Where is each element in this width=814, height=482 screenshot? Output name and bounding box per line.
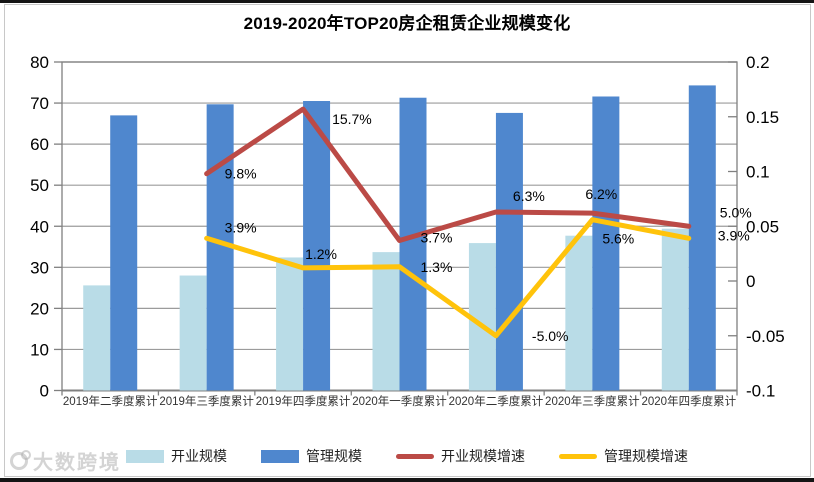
legend-item-open-growth: 开业规模增速 xyxy=(396,446,525,466)
watermark-text: 大数跨境 xyxy=(33,452,121,474)
data-label: 5.6% xyxy=(602,231,634,247)
data-label: 1.3% xyxy=(421,259,453,275)
bar xyxy=(495,112,523,391)
right-axis-tick-label: -0.05 xyxy=(746,327,785,346)
legend-swatch-open-growth xyxy=(396,453,434,459)
legend: 开业规模 管理规模 开业规模增速 管理规模增速 xyxy=(0,446,814,466)
right-axis-tick-label: 0.2 xyxy=(746,53,770,72)
legend-label: 开业规模 xyxy=(171,448,227,464)
data-label: 3.9% xyxy=(225,219,257,235)
bar xyxy=(399,97,427,391)
right-axis-tick-label: 0.05 xyxy=(746,217,779,236)
right-axis-tick-label: -0.1 xyxy=(746,382,775,401)
data-labels-open-growth: 9.8% 15.7% 3.7% 6.3% 6.2% 5.0% xyxy=(225,111,752,245)
left-axis-tick-label: 10 xyxy=(30,340,49,359)
legend-label: 开业规模增速 xyxy=(441,448,525,464)
legend-swatch-management-growth xyxy=(559,453,597,459)
watermark: 大数跨境 xyxy=(10,446,121,475)
right-axis-labels: 0.2 0.15 0.1 0.05 0 -0.05 -0.1 xyxy=(746,53,785,401)
data-label: -5.0% xyxy=(532,328,569,344)
bar xyxy=(592,96,620,391)
bar xyxy=(688,85,716,391)
legend-item-management-scale: 管理规模 xyxy=(261,446,362,466)
category-label: 2020年四季度累计 xyxy=(641,394,736,408)
data-label: 3.9% xyxy=(718,227,750,243)
category-label: 2019年三季度累计 xyxy=(159,394,254,408)
left-axis-tick-label: 80 xyxy=(30,53,49,72)
chart-title: 2019-2020年TOP20房企租赁企业规模变化 xyxy=(243,14,571,33)
bars-open-scale xyxy=(83,228,689,391)
axis-ticks xyxy=(54,61,738,396)
left-axis-tick-label: 20 xyxy=(30,299,49,318)
left-axis-tick-label: 30 xyxy=(30,258,49,277)
left-axis-labels: 80 70 60 50 40 30 20 10 0 xyxy=(30,53,49,401)
data-label: 5.0% xyxy=(720,204,752,220)
category-label: 2020年一季度累计 xyxy=(352,394,447,408)
left-axis-tick-label: 70 xyxy=(30,94,49,113)
watermark-logo-icon xyxy=(10,449,31,470)
category-label: 2020年三季度累计 xyxy=(545,394,640,408)
legend-swatch-management-scale xyxy=(261,449,299,463)
line-management-growth xyxy=(204,217,692,339)
legend-label: 管理规模增速 xyxy=(604,448,688,464)
data-label: 6.2% xyxy=(585,186,617,202)
bar xyxy=(276,257,304,391)
bar xyxy=(83,285,111,391)
category-label: 2020年二季度累计 xyxy=(449,394,544,408)
legend-swatch-open-scale xyxy=(126,449,164,463)
bar xyxy=(303,101,331,391)
data-label: 15.7% xyxy=(332,111,372,127)
right-axis-tick-label: 0.15 xyxy=(746,108,779,127)
data-label: 9.8% xyxy=(225,166,257,182)
bar xyxy=(565,235,593,391)
legend-item-open-scale: 开业规模 xyxy=(126,446,227,466)
category-label: 2019年二季度累计 xyxy=(63,394,158,408)
left-axis-tick-label: 60 xyxy=(30,135,49,154)
bar xyxy=(179,275,207,391)
legend-item-management-growth: 管理规模增速 xyxy=(559,446,688,466)
bar xyxy=(661,228,689,391)
left-axis-tick-label: 0 xyxy=(40,382,49,401)
left-axis-tick-label: 50 xyxy=(30,176,49,195)
line-open-growth xyxy=(204,106,692,243)
right-axis-tick-label: 0.1 xyxy=(746,163,770,182)
left-axis-tick-label: 40 xyxy=(30,217,49,236)
category-label: 2019年四季度累计 xyxy=(256,394,351,408)
bars-management-scale xyxy=(110,85,716,391)
data-label: 1.2% xyxy=(305,246,337,262)
category-axis-labels: 2019年二季度累计 2019年三季度累计 2019年四季度累计 2020年一季度累计… xyxy=(63,394,737,408)
bar xyxy=(110,115,138,391)
data-label: 6.3% xyxy=(513,188,545,204)
chart-canvas: 80 70 60 50 40 30 20 10 0 0.2 0.15 0.1 0.05 0 -0.05 -0.… xyxy=(30,53,785,408)
data-labels-management-growth: 3.9% 1.2% 1.3% -5.0% 5.6% 3.9% xyxy=(225,219,750,343)
bar xyxy=(372,252,400,391)
legend-label: 管理规模 xyxy=(306,448,362,464)
data-label: 3.7% xyxy=(421,229,453,245)
right-axis-tick-label: 0 xyxy=(746,272,755,291)
